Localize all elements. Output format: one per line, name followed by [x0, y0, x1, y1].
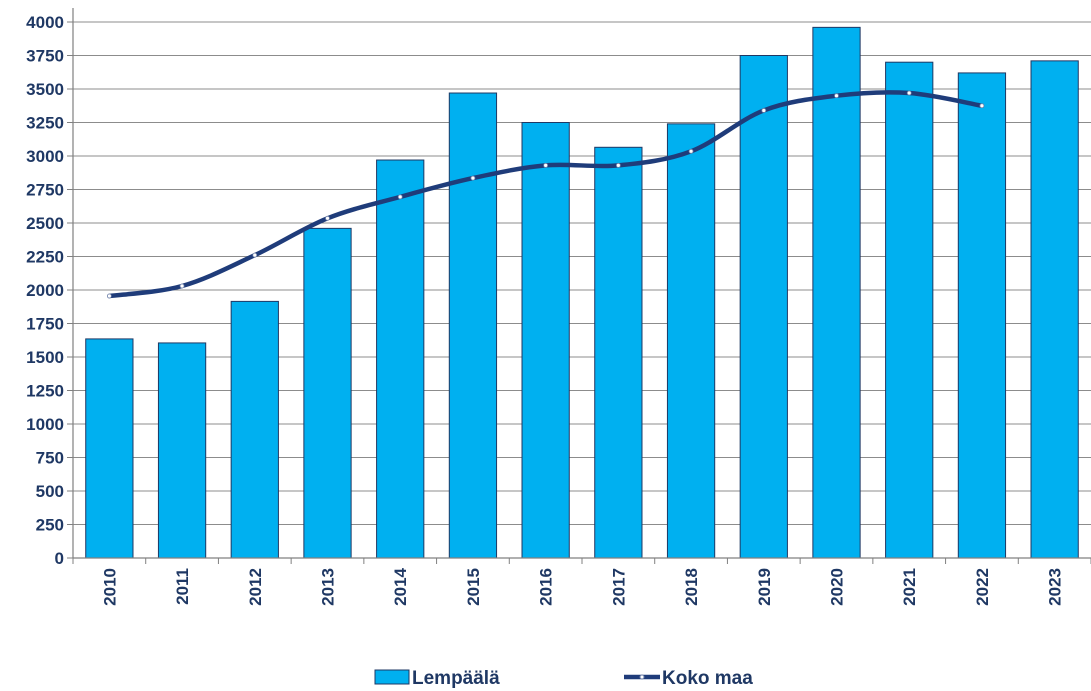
- y-tick-label: 3500: [26, 80, 64, 99]
- point-koko-maa-2021: [906, 90, 912, 96]
- point-koko-maa-2010: [106, 293, 112, 299]
- legend-marker-koko-maa: [639, 674, 645, 680]
- point-koko-maa-2019: [761, 108, 767, 113]
- bar-lempaala-2017: [594, 146, 643, 559]
- y-tick-label: 2750: [26, 181, 64, 200]
- y-tick-label: 2500: [26, 214, 64, 233]
- y-tick-label: 500: [36, 482, 64, 501]
- x-tick-label: 2016: [537, 568, 556, 606]
- point-koko-maa-2017: [615, 162, 621, 168]
- x-tick-label: 2015: [464, 568, 483, 606]
- legend-label-lempaala: Lempäälä: [412, 668, 500, 689]
- bar-lempaala-2015: [448, 92, 498, 559]
- y-tick-label: 1750: [26, 315, 64, 334]
- bar-lempaala-2022: [957, 72, 1007, 559]
- point-koko-maa-2020: [834, 93, 839, 99]
- point-koko-maa-2014: [397, 194, 403, 200]
- x-tick-label: 2014: [391, 567, 410, 605]
- y-tick-label: 3000: [26, 147, 64, 166]
- y-tick-label: 3250: [26, 114, 64, 133]
- y-tick-label: 2250: [26, 248, 64, 267]
- x-tick-label: 2017: [609, 568, 628, 606]
- bar-lempaala-2023: [1030, 60, 1079, 559]
- x-tick-label: 2019: [755, 568, 774, 606]
- y-tick-label: 3750: [26, 47, 64, 66]
- y-tick-label: 1250: [26, 382, 64, 401]
- x-tick-label: 2012: [246, 568, 265, 606]
- y-tick-label: 0: [55, 549, 64, 568]
- x-tick-label: 2013: [319, 568, 338, 606]
- bar-lempaala-2018: [666, 123, 716, 559]
- x-tick-label: 2021: [900, 568, 919, 606]
- x-tick-label: 2023: [1046, 568, 1065, 606]
- x-tick-label: 2018: [682, 568, 701, 606]
- y-tick-label: 4000: [26, 13, 64, 32]
- y-tick-label: 2000: [26, 281, 64, 300]
- bar-lempaala-2011: [157, 342, 207, 559]
- point-koko-maa-2012: [252, 252, 258, 258]
- x-tick-label: 2022: [973, 568, 992, 606]
- point-koko-maa-2011: [179, 283, 185, 289]
- legend-label-koko-maa: Koko maa: [662, 668, 753, 689]
- bar-lempaala-2016: [521, 122, 570, 559]
- bar-lempaala-2013: [303, 227, 352, 559]
- y-tick-label: 750: [36, 449, 64, 468]
- y-tick-label: 1000: [26, 415, 64, 434]
- point-koko-maa-2015: [470, 175, 476, 181]
- point-koko-maa-2022: [979, 103, 985, 109]
- bar-lempaala-2014: [376, 159, 425, 559]
- bar-lempaala-2019: [739, 55, 788, 559]
- point-koko-maa-2013: [325, 215, 330, 221]
- bar-lempaala-2020: [812, 26, 861, 559]
- y-tick-label: 1500: [26, 348, 64, 367]
- legend-swatch-lempaala: [374, 669, 410, 685]
- y-tick-label: 250: [36, 516, 64, 535]
- bar-lempaala-2021: [885, 61, 934, 559]
- point-koko-maa-2016: [543, 162, 549, 168]
- x-tick-label: 2011: [173, 568, 192, 605]
- legend: Lempäälä Koko maa: [374, 668, 753, 689]
- bar-lempaala-2010: [85, 338, 134, 559]
- point-koko-maa-2018: [688, 148, 694, 154]
- x-tick-label: 2010: [100, 568, 119, 606]
- x-tick-label: 2020: [828, 568, 847, 606]
- bar-lempaala-2012: [230, 300, 279, 559]
